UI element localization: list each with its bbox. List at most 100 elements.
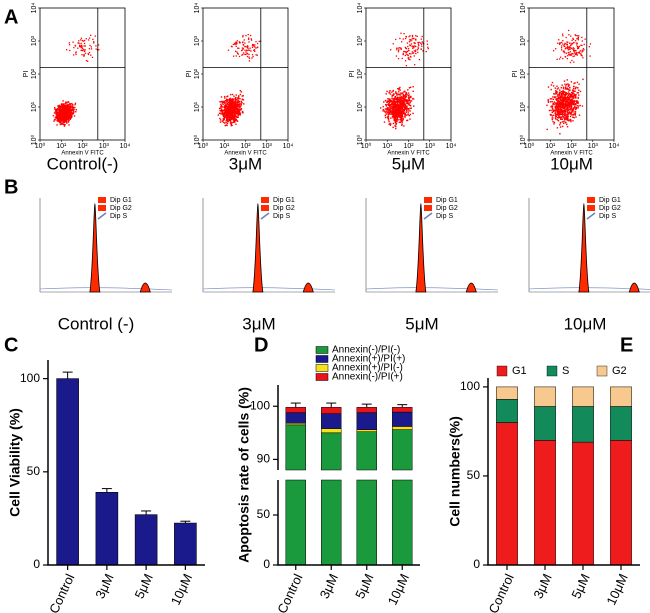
dot xyxy=(569,94,572,97)
dot xyxy=(389,109,392,112)
dot xyxy=(59,112,62,115)
dot xyxy=(564,104,567,107)
dot xyxy=(58,113,60,115)
dot xyxy=(552,103,554,105)
dot xyxy=(246,49,248,52)
dot xyxy=(408,99,411,101)
dot xyxy=(64,120,67,122)
dot xyxy=(226,98,228,100)
dot xyxy=(217,114,220,116)
dot xyxy=(560,97,562,100)
panel-label: D xyxy=(254,334,268,356)
dot xyxy=(566,123,568,126)
y-tick-label: 10¹ xyxy=(357,101,364,112)
dot xyxy=(244,53,246,56)
x-tick-label: Control xyxy=(46,571,77,613)
dot xyxy=(554,102,556,104)
dot xyxy=(395,122,397,124)
dot xyxy=(59,116,62,118)
dot xyxy=(562,43,564,45)
dot xyxy=(407,92,410,94)
dot xyxy=(567,102,569,105)
dot xyxy=(561,113,564,115)
dot xyxy=(232,99,235,101)
dot xyxy=(555,91,557,94)
dot xyxy=(405,52,407,54)
dot xyxy=(388,91,391,93)
dot xyxy=(395,108,397,111)
dot xyxy=(560,90,563,93)
dot xyxy=(563,94,565,96)
dot xyxy=(224,105,227,107)
x-tick-label: 3μM xyxy=(530,571,554,601)
dot xyxy=(408,50,410,52)
dot xyxy=(554,93,556,95)
dot xyxy=(400,108,402,110)
x-tick-label: 10¹ xyxy=(56,143,67,150)
bar-segment xyxy=(321,428,342,434)
dot xyxy=(58,108,60,110)
y-tick-label: 50 xyxy=(467,468,481,482)
dot xyxy=(568,95,571,98)
y-axis-label: PI xyxy=(512,71,519,78)
dot xyxy=(564,52,566,54)
x-tick-label: 10⁰ xyxy=(35,142,46,150)
y-axis-label: Cell numbers(%) xyxy=(447,416,463,526)
bar-segment xyxy=(572,386,594,407)
scatter-dots xyxy=(379,32,429,130)
dot xyxy=(397,103,399,106)
dot xyxy=(402,94,405,97)
dot xyxy=(229,116,231,118)
dot xyxy=(244,42,246,44)
dot xyxy=(399,113,402,115)
plot-frame xyxy=(202,7,289,141)
dot xyxy=(68,113,71,116)
dot xyxy=(234,99,236,101)
dot xyxy=(570,35,572,37)
dot xyxy=(559,112,562,114)
dot xyxy=(557,98,560,100)
dot xyxy=(418,58,421,61)
dot xyxy=(93,41,95,43)
dot xyxy=(387,100,389,103)
dot xyxy=(568,119,570,122)
dot xyxy=(230,117,232,119)
dot xyxy=(224,110,226,112)
dot xyxy=(388,111,390,113)
dot xyxy=(397,87,399,90)
dot xyxy=(67,118,69,121)
x-axis-label: Annexin V FITC xyxy=(61,151,104,157)
y-tick-label: 0 xyxy=(263,557,270,571)
baseline-fit xyxy=(39,287,173,291)
dot xyxy=(229,113,232,115)
dot xyxy=(567,96,570,99)
dot xyxy=(402,110,405,113)
x-tick-label: 10⁴ xyxy=(283,143,294,150)
dot xyxy=(397,47,399,49)
dot xyxy=(567,91,570,93)
y-tick-label: 100 xyxy=(460,379,480,393)
dot xyxy=(399,37,401,40)
dot xyxy=(577,96,579,99)
dot xyxy=(398,99,401,101)
axes xyxy=(47,360,205,566)
dot xyxy=(575,54,577,56)
dot xyxy=(221,120,223,122)
dot xyxy=(568,89,570,91)
dot xyxy=(394,117,397,120)
dot xyxy=(61,117,63,119)
legend-swatch xyxy=(424,197,432,203)
dot xyxy=(561,92,564,94)
dot xyxy=(403,32,405,35)
dot xyxy=(573,100,575,102)
dot xyxy=(248,56,250,58)
dot xyxy=(53,120,55,122)
dot xyxy=(571,95,573,98)
dot xyxy=(222,121,225,123)
dot xyxy=(220,101,222,103)
dot xyxy=(400,112,402,114)
legend-swatch xyxy=(261,197,269,203)
dot xyxy=(555,118,557,120)
dot xyxy=(235,101,237,103)
dot xyxy=(225,112,227,114)
